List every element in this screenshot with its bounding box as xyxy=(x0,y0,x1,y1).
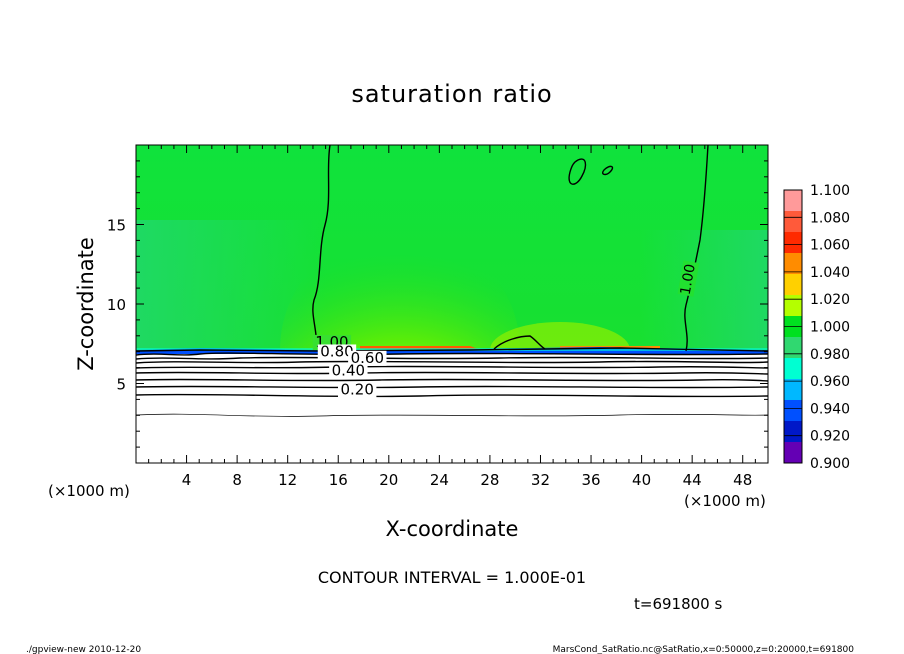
colorbar-label: 0.900 xyxy=(810,456,850,472)
x-axis-label: X-coordinate xyxy=(386,517,519,541)
colorbar-segment xyxy=(784,400,802,422)
colorbar-segment xyxy=(784,190,802,212)
contour-interval: CONTOUR INTERVAL = 1.000E-01 xyxy=(318,568,586,587)
colorbar-label: 1.020 xyxy=(810,292,850,308)
contour-label: 1.00 xyxy=(677,260,700,297)
colorbar-label: 0.920 xyxy=(810,429,850,445)
right-moist-region xyxy=(640,230,768,351)
y-tick-label: 15 xyxy=(107,217,126,235)
chart-title: saturation ratio xyxy=(351,80,552,108)
x-tick-label: 48 xyxy=(733,471,752,489)
colorbar-label: 1.100 xyxy=(810,183,850,199)
contour-1.00-bump xyxy=(493,335,546,350)
colorbar-segment xyxy=(784,337,802,359)
colorbar-label: 0.960 xyxy=(810,374,850,390)
colorbar-segment xyxy=(784,379,802,401)
contour-0.60 xyxy=(136,365,768,369)
x-tick-label: 40 xyxy=(632,471,651,489)
colorbar-segment xyxy=(784,442,802,464)
x-tick-label: 24 xyxy=(430,471,449,489)
svg-text:0.20: 0.20 xyxy=(340,381,373,399)
x-tick-label: 36 xyxy=(581,471,600,489)
colorbar-segment xyxy=(784,211,802,233)
y-axis: 5 10 15 xyxy=(107,160,768,448)
x-tick-label: 8 xyxy=(232,471,242,489)
contour-label: 0.20 xyxy=(338,381,377,399)
time-label: t=691800 s xyxy=(634,595,722,613)
y-axis-label: Z-coordinate xyxy=(74,237,98,371)
contour-0.30 xyxy=(136,385,768,389)
contour-small-loop-1 xyxy=(568,158,587,185)
contour-label: 0.80 xyxy=(317,342,357,360)
colorbar-segment xyxy=(784,253,802,275)
x-tick-label: 4 xyxy=(182,471,192,489)
contour-label: 0.60 xyxy=(348,349,387,367)
x-tick-label: 44 xyxy=(683,471,702,489)
x-tick-label: 16 xyxy=(329,471,348,489)
contour-label: 0.40 xyxy=(329,362,368,380)
contour-0.80 xyxy=(136,356,768,360)
x-tick-label: 20 xyxy=(379,471,398,489)
colorbar-label: 0.940 xyxy=(810,401,850,417)
y-tick-label: 5 xyxy=(116,376,126,394)
colorbar-segment xyxy=(784,232,802,254)
contour-0.70 xyxy=(136,360,768,364)
x-tick-label: 12 xyxy=(278,471,297,489)
svg-text:0.40: 0.40 xyxy=(332,362,365,380)
colorbar-segment xyxy=(784,274,802,296)
x-unit-right: (×1000 m) xyxy=(684,492,766,510)
colorbar: 1.100 1.080 1.060 1.040 1.020 1.000 0.980 0.960… xyxy=(783,183,850,472)
colorbar-label: 0.980 xyxy=(810,347,850,363)
footer-left: ./gpview-new 2010-12-20 xyxy=(26,645,141,654)
svg-text:0.80: 0.80 xyxy=(320,342,353,360)
y-tick-label: 10 xyxy=(107,296,126,314)
x-unit-left: (×1000 m) xyxy=(48,482,130,500)
contour-0.10 xyxy=(136,413,768,417)
svg-text:0.60: 0.60 xyxy=(351,349,384,367)
footer-right: MarsCond_SatRatio.nc@SatRatio,x=0:50000,… xyxy=(553,645,855,654)
plot-area: 1.001.000.800.600.400.20 xyxy=(136,145,768,463)
colorbar-label: 1.060 xyxy=(810,238,850,254)
colorbar-label: 1.040 xyxy=(810,265,850,281)
contour-small-loop-2 xyxy=(602,165,614,176)
contour-0.40 xyxy=(136,378,768,382)
lower-field xyxy=(136,354,768,463)
svg-text:1.00: 1.00 xyxy=(678,263,699,296)
contour-labels: 1.001.000.800.600.400.20 xyxy=(312,260,700,399)
colorbar-segment xyxy=(784,295,802,317)
contour-lines xyxy=(136,145,768,398)
colorbar-label: 1.080 xyxy=(810,210,850,226)
contour-0.20 xyxy=(136,393,768,398)
colorbar-segment xyxy=(784,358,802,380)
colorbar-label: 1.000 xyxy=(810,320,850,336)
x-axis: 4 8 12 16 20 24 28 32 36 40 44 48 xyxy=(148,145,756,489)
contour-0.50 xyxy=(136,371,768,375)
colorbar-segment xyxy=(784,421,802,443)
contour-interface xyxy=(136,347,768,352)
x-tick-label: 32 xyxy=(531,471,550,489)
x-tick-label: 28 xyxy=(480,471,499,489)
contour-1.00-left xyxy=(312,145,331,349)
